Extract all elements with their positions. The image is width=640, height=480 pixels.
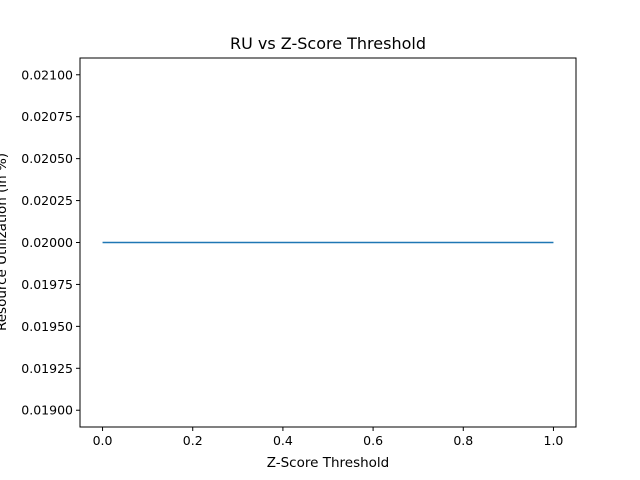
y-tick-label: 0.02000 (21, 235, 73, 250)
x-tick-label: 0.6 (363, 433, 383, 448)
chart-title: RU vs Z-Score Threshold (230, 34, 426, 53)
y-tick-label: 0.02100 (21, 67, 73, 82)
plot-frame (79, 57, 577, 428)
y-tick-label: 0.01925 (21, 361, 73, 376)
y-tick-label: 0.01950 (21, 319, 73, 334)
x-axis-label: Z-Score Threshold (267, 455, 390, 471)
x-tick-label: 0.2 (183, 433, 203, 448)
x-tick-label: 0.8 (453, 433, 473, 448)
x-tick-label: 0.0 (93, 433, 113, 448)
y-tick-label: 0.02025 (21, 193, 73, 208)
y-tick-label: 0.01900 (21, 403, 73, 418)
y-axis-label: Resource Utilization (in %) (0, 153, 10, 331)
x-tick-label: 0.4 (273, 433, 293, 448)
y-tick-label: 0.02075 (21, 109, 73, 124)
y-axis-ticks: 0.01900 0.01925 0.01950 0.01975 0.02000 0.020… (21, 67, 80, 418)
y-tick-label: 0.01975 (21, 277, 73, 292)
y-tick-label: 0.02050 (21, 151, 73, 166)
x-axis-ticks: 0.0 0.2 0.4 0.6 0.8 1.0 (93, 427, 564, 448)
x-tick-label: 1.0 (544, 433, 564, 448)
